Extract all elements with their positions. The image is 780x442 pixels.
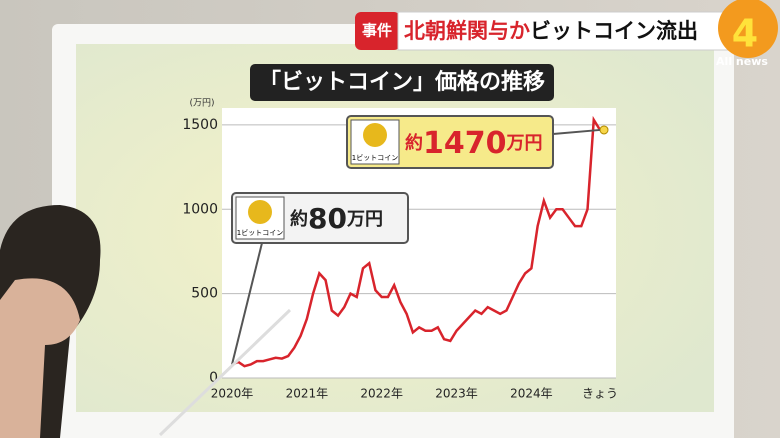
callout-prefix: 約 [405, 132, 423, 154]
presenter-face [0, 278, 80, 438]
y-tick-label: 1000 [182, 201, 218, 217]
tag: 事件 [362, 22, 392, 40]
callout-suffix: 万円 [506, 133, 543, 154]
y-unit: (万円) [189, 98, 214, 109]
chart-title: 「ビットコイン」価格の推移 [259, 69, 545, 95]
callout-line [231, 242, 263, 365]
headline-red: 北朝鮮関与か [404, 19, 530, 43]
tag-box [355, 12, 400, 50]
y-tick-label: 500 [191, 286, 218, 302]
x-tick-label: 2020年 [211, 387, 254, 401]
coin [363, 123, 387, 147]
logo-text: All news [716, 55, 768, 68]
coin-unit: 1ビットコイン [237, 228, 283, 237]
logo-circle [718, 0, 778, 58]
coin [248, 200, 272, 224]
pointer [158, 308, 292, 437]
latest-point [599, 125, 609, 135]
title-box [250, 64, 554, 101]
headline: 北朝鮮関与かビットコイン流出 [404, 19, 698, 43]
x-tick-label: 2022年 [360, 387, 403, 401]
callout-value: 約80万円 [290, 202, 383, 235]
x-tick-label: 2021年 [286, 387, 329, 401]
logo-number: 4 [732, 12, 758, 56]
callout-number: 80 [308, 202, 347, 235]
callout-number: 1470 [423, 126, 507, 161]
y-tick-label: 1500 [182, 117, 218, 133]
callout-prefix: 約 [290, 208, 308, 230]
y-tick-label: 0 [209, 370, 218, 386]
headline-black: ビットコイン流出 [530, 19, 698, 43]
x-tick-label: きょう [582, 387, 618, 401]
callout-line [552, 128, 601, 135]
callout-value: 約1470万円 [405, 126, 543, 161]
callout-suffix: 万円 [346, 209, 383, 230]
x-tick-label: 2023年 [435, 387, 478, 401]
price-line [231, 115, 602, 368]
x-tick-label: 2024年 [510, 387, 553, 401]
coin-unit: 1ビットコイン [352, 153, 398, 162]
